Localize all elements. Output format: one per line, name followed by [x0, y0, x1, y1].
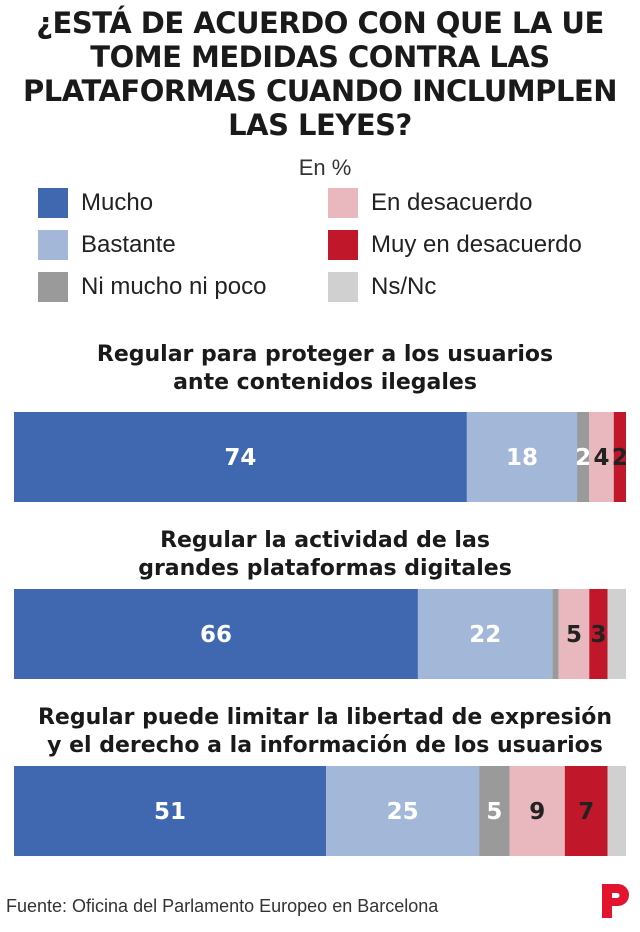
chart-title: ¿ESTÁ DE ACUERDO CON QUE LA UE TOME MEDI…: [0, 6, 640, 142]
bar-segment: [14, 412, 467, 502]
title-line: LAS LEYES?: [228, 108, 412, 142]
bar-group-title-line: grandes plataformas digitales: [138, 556, 512, 581]
bar-segment: [589, 589, 608, 679]
bar-segment: [14, 589, 418, 679]
bar-value-label: 9: [529, 799, 545, 825]
legend-item-ns-nc: Ns/Nc: [328, 272, 436, 302]
bar-value-label: 18: [506, 445, 538, 471]
source-note: Fuente: Oficina del Parlamento Europeo e…: [6, 896, 439, 916]
bar-value-label: 66: [200, 622, 232, 648]
bar-segment: [417, 589, 553, 679]
bar-segment: [607, 589, 626, 679]
bar-value-label: 7: [578, 799, 594, 825]
bar-group-title-line: Regular para proteger a los usuarios: [96, 342, 554, 367]
chart-subtitle: En %: [298, 155, 352, 180]
bar-group-title: Regular para proteger a los usuarios ant…: [0, 341, 640, 397]
legend-item-ni-mucho-ni-poco: Ni mucho ni poco: [38, 272, 266, 302]
legend-swatch: [328, 272, 358, 302]
bar-value-label: 25: [387, 799, 419, 825]
bar-group-title-line: ante contenidos ilegales: [173, 370, 477, 395]
bar-segment: [466, 412, 578, 502]
legend-swatch: [38, 188, 68, 218]
bar-value-label: 4: [594, 445, 610, 471]
bar-group-title: Regular puede limitar la libertad de exp…: [0, 704, 640, 760]
bar-value-label: 3: [590, 622, 606, 648]
bar-segment: [613, 412, 626, 502]
title-line: TOME MEDIDAS CONTRA LAS: [90, 40, 550, 74]
legend-label: En desacuerdo: [371, 189, 533, 216]
bar-segment: [552, 589, 559, 679]
legend-label: Ni mucho ni poco: [81, 273, 267, 300]
legend-swatch: [328, 230, 358, 260]
legend-item-mucho: Mucho: [38, 188, 153, 218]
stacked-bar-1: 74 18 2 4 2: [14, 412, 626, 502]
legend-label: Mucho: [81, 189, 154, 216]
bar-group-title-line: Regular puede limitar la libertad de exp…: [37, 705, 613, 730]
title-line: ¿ESTÁ DE ACUERDO CON QUE LA UE: [36, 6, 604, 40]
bar-value-label: 5: [486, 799, 502, 825]
bar-segment: [589, 412, 614, 502]
stacked-bar-3: 51 25 5 9 7: [14, 766, 626, 856]
bar-value-label: 5: [566, 622, 582, 648]
stacked-bar-2: 66 22 5 3: [14, 589, 626, 679]
publisher-logo-icon: [602, 884, 629, 918]
bar-segment: [558, 589, 590, 679]
legend-swatch: [38, 230, 68, 260]
bar-value-label: 2: [575, 445, 591, 471]
legend-item-en-desacuerdo: En desacuerdo: [328, 188, 532, 218]
legend-item-bastante: Bastante: [38, 230, 176, 260]
title-line: PLATAFORMAS CUANDO INCLUMPLEN: [23, 74, 617, 108]
bar-group-title-line: Regular la actividad de las: [160, 528, 490, 553]
bar-segment: [577, 412, 590, 502]
bar-value-label: 2: [612, 445, 626, 471]
bar-segment: [479, 766, 510, 856]
legend-swatch: [328, 188, 358, 218]
bar-group-title: Regular la actividad de las grandes plat…: [0, 527, 640, 583]
bar-segment: [14, 766, 327, 856]
bar-segment: [326, 766, 480, 856]
bar-group-title-line: y el derecho a la información de los usu…: [47, 733, 603, 758]
bar-value-label: 74: [224, 445, 256, 471]
bar-segment: [509, 766, 565, 856]
bar-value-label: 22: [469, 622, 501, 648]
legend-label: Ns/Nc: [371, 273, 437, 300]
bar-segment: [564, 766, 608, 856]
bar-value-label: 51: [154, 799, 186, 825]
legend-swatch: [38, 272, 68, 302]
legend-item-muy-en-desacuerdo: Muy en desacuerdo: [328, 230, 582, 260]
bar-segment: [607, 766, 626, 856]
legend-label: Bastante: [81, 231, 176, 258]
legend-label: Muy en desacuerdo: [371, 231, 582, 258]
